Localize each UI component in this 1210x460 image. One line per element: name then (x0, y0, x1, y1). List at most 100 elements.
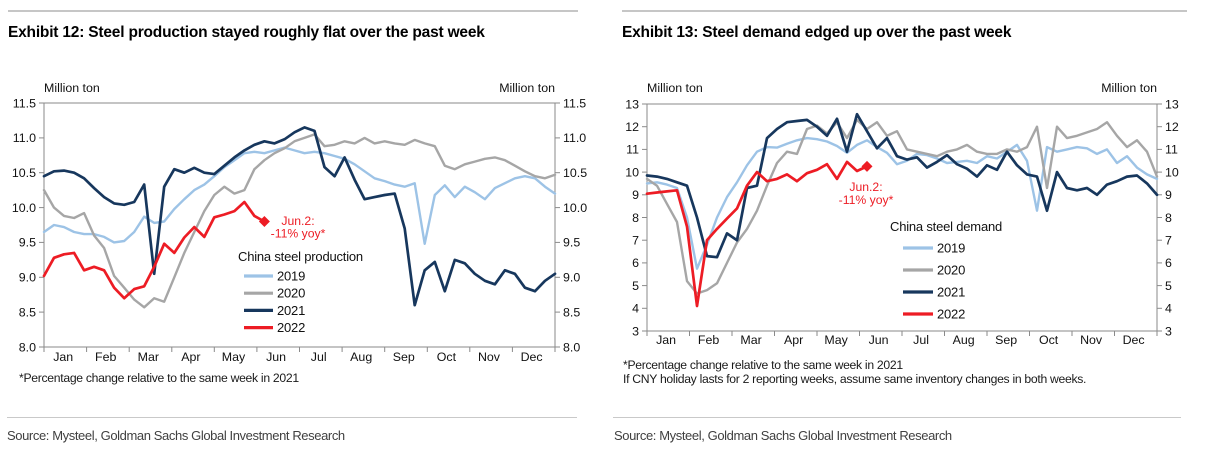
x-tick-label: Jul (311, 350, 327, 364)
series-line-2019 (645, 136, 1159, 270)
legend-title: China steel demand (890, 219, 1002, 234)
y-tick-label-right: 3 (1165, 324, 1172, 338)
y-tick-label-left: 8.0 (19, 340, 36, 354)
footnote-asterisk: *Percentage change relative to the same … (19, 371, 299, 385)
x-tick-label: Dec (521, 350, 543, 364)
y-axis-unit-left: Million ton (647, 81, 703, 95)
series-line-2022 (645, 160, 869, 308)
source-line: Source: Mysteel, Goldman Sachs Global In… (614, 428, 952, 443)
legend-label-2020: 2020 (937, 263, 965, 278)
y-tick-label-left: 8.5 (19, 305, 36, 319)
y-tick-label-right: 11.5 (563, 96, 586, 110)
chart-canvas: 11.5 11.5 11.0 11.0 10.5 10.5 10.0 10.0 9.5 9.5 9.… (12, 96, 587, 364)
y-tick-label-left: 11.0 (13, 131, 36, 145)
x-tick-label: Apr (181, 350, 200, 364)
y-tick-label-left: 10 (625, 165, 639, 179)
x-tick-label: Dec (1123, 333, 1145, 347)
latest-week-annotation: -11% yoy* (839, 193, 894, 207)
x-tick-label: Sep (995, 333, 1017, 347)
source-divider (7, 417, 577, 418)
y-tick-label-left: 6 (632, 256, 639, 270)
x-tick-label: Nov (1080, 333, 1103, 347)
y-tick-label-right: 8.0 (563, 340, 580, 354)
y-tick-label-right: 9.5 (563, 236, 580, 250)
footnote-asterisk: *Percentage change relative to the same … (623, 358, 903, 372)
latest-week-annotation: Jun.2: (849, 180, 882, 194)
legend-label-2020: 2020 (277, 286, 305, 301)
y-tick-label-left: 7 (632, 234, 639, 248)
exhibit-top-rule (8, 10, 578, 12)
series-line-2019 (42, 146, 557, 246)
y-tick-label-right: 8 (1165, 211, 1172, 225)
y-tick-label-left: 11 (626, 143, 639, 157)
x-tick-label: Jan (53, 350, 73, 364)
x-tick-label: Feb (95, 350, 116, 364)
y-tick-label-left: 9.0 (19, 271, 36, 285)
y-tick-label-right: 13 (1165, 97, 1179, 111)
y-tick-label-left: 5 (632, 279, 639, 293)
y-tick-label-left: 10.0 (12, 201, 36, 215)
legend-label-2021: 2021 (277, 303, 305, 318)
y-tick-label-right: 10.5 (563, 166, 587, 180)
latest-week-marker (861, 160, 873, 172)
x-tick-label: Jan (656, 333, 676, 347)
x-tick-label: May (824, 333, 848, 347)
y-tick-label-right: 11 (1165, 143, 1178, 157)
y-tick-label-right: 7 (1165, 234, 1172, 248)
y-tick-label-left: 3 (632, 324, 639, 338)
x-tick-label: Mar (138, 350, 159, 364)
x-tick-label: Jul (913, 333, 929, 347)
y-tick-label-right: 8.5 (563, 305, 580, 319)
y-tick-label-right: 4 (1165, 302, 1172, 316)
exhibit-top-rule (622, 10, 1187, 12)
legend-label-2022: 2022 (937, 307, 965, 322)
y-axis-unit-right: Million ton (499, 81, 555, 95)
x-tick-label: Oct (1039, 333, 1059, 347)
y-axis-unit-left: Million ton (44, 81, 100, 95)
legend-label-2021: 2021 (937, 285, 965, 300)
x-tick-label: Sep (393, 350, 415, 364)
x-tick-label: Jun (266, 350, 286, 364)
x-tick-label: Feb (698, 333, 719, 347)
y-tick-label-left: 11.5 (13, 96, 36, 110)
legend-title: China steel production (238, 249, 363, 264)
y-tick-label-right: 10.0 (563, 201, 587, 215)
legend-label-2019: 2019 (937, 241, 965, 256)
latest-week-annotation: -11% yoy* (271, 227, 326, 241)
y-tick-label-left: 4 (632, 302, 639, 316)
steel-production-chart: 11.5 11.5 11.0 11.0 10.5 10.5 10.0 10.0 9.5 9.5 9.… (12, 96, 587, 364)
x-tick-label: Aug (953, 333, 975, 347)
legend-label-2022: 2022 (277, 320, 305, 335)
legend-label-2019: 2019 (277, 269, 305, 284)
x-tick-label: Mar (740, 333, 761, 347)
y-tick-label-right: 12 (1165, 120, 1179, 134)
y-tick-label-right: 5 (1165, 279, 1172, 293)
source-line: Source: Mysteel, Goldman Sachs Global In… (7, 428, 345, 443)
series-line-2022 (42, 200, 266, 300)
latest-week-annotation: Jun.2: (281, 214, 314, 228)
series-line-2021 (42, 126, 557, 307)
x-tick-label: Apr (784, 333, 803, 347)
y-tick-label-left: 9 (632, 188, 639, 202)
y-tick-label-left: 12 (625, 120, 639, 134)
x-tick-label: Jun (869, 333, 889, 347)
y-tick-label-right: 9.0 (563, 271, 580, 285)
x-tick-label: Aug (350, 350, 372, 364)
chart-canvas: 13 13 12 12 11 11 10 10 9 9 8 8 7 7 6 6 5 5 4 4 3 3 Jan Feb Mar A… (625, 97, 1179, 347)
steel-demand-chart: 13 13 12 12 11 11 10 10 9 9 8 8 7 7 6 6 5 5 4 4 3 3 Jan Feb Mar A… (605, 0, 1210, 460)
y-tick-label-right: 11.0 (563, 131, 586, 145)
y-tick-label-left: 13 (625, 97, 639, 111)
exhibit-13-panel: Exhibit 13: Steel demand edged up over t… (605, 0, 1210, 460)
source-divider (613, 417, 1181, 418)
y-axis-unit-right: Million ton (1101, 81, 1157, 95)
exhibit-12-title: Exhibit 12: Steel production stayed roug… (8, 24, 485, 41)
series-line-2021 (645, 112, 1159, 259)
y-tick-label-right: 6 (1165, 256, 1172, 270)
y-tick-label-left: 9.5 (19, 236, 36, 250)
latest-week-marker (258, 216, 270, 227)
y-tick-label-left: 10.5 (12, 166, 36, 180)
series-line-2020 (645, 118, 1159, 295)
footnote-cny: If CNY holiday lasts for 2 reporting wee… (623, 372, 1087, 386)
y-tick-label-right: 10 (1165, 165, 1179, 179)
